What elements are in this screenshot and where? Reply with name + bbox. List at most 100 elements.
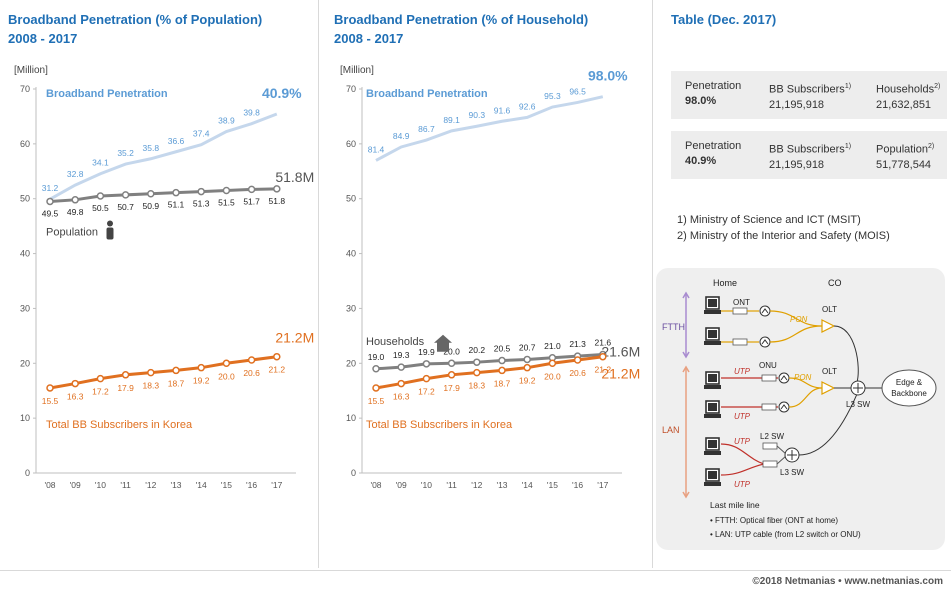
reference-data-label: 49.5 — [42, 208, 59, 218]
person-icon — [107, 220, 113, 227]
pc-icon — [703, 437, 722, 456]
penetration-data-label: 90.3 — [469, 110, 486, 120]
table-row2-col3-label: Population — [876, 143, 928, 156]
table-row1-col1-value: 98.0% — [685, 95, 717, 107]
subscribers-point — [121, 371, 130, 379]
y-tick-label: 20 — [346, 358, 356, 368]
y-tick-label: 10 — [346, 413, 356, 423]
penetration-data-label: 89.1 — [443, 115, 460, 125]
y-tick-label: 30 — [346, 303, 356, 313]
x-tick-label: '17 — [271, 480, 282, 490]
y-tick-label: 60 — [346, 139, 356, 149]
subscribers-data-label: 16.3 — [393, 392, 410, 402]
table-title: Table (Dec. 2017) — [671, 12, 777, 27]
subscribers-point — [447, 371, 456, 379]
reference-data-label: 19.0 — [368, 352, 385, 362]
subscribers-point — [247, 356, 256, 364]
table-row2-col1-label: Penetration — [685, 140, 742, 152]
diagram-ftth-label: FTTH — [662, 322, 685, 332]
penetration-line — [49, 112, 278, 201]
footer-text: ©2018 Netmanias • www.netmanias.com — [752, 576, 943, 587]
reference-line — [375, 353, 603, 371]
olt-icon — [821, 381, 836, 395]
network-diagram-svg: Home CO FTTH LAN ONT PON OLT ONU U — [662, 278, 937, 539]
subscribers-data-label: 19.2 — [519, 376, 536, 386]
reference-point — [273, 185, 281, 193]
reference-data-label: 51.8 — [269, 196, 286, 206]
table-row2-col3-sup: 2) — [928, 143, 935, 150]
ont-box — [732, 307, 748, 315]
reference-series-label: Population — [46, 226, 98, 238]
reference-data-label: 20.2 — [469, 345, 486, 355]
x-tick-label: '08 — [370, 480, 381, 490]
subscribers-final-label: 21.2M — [275, 330, 314, 346]
x-tick-label: '15 — [547, 480, 558, 490]
y-tick-label: 0 — [351, 468, 356, 478]
pc-icon — [703, 468, 722, 487]
reference-final-label: 21.6M — [601, 344, 640, 360]
backbone-line — [798, 325, 859, 456]
reference-point — [172, 188, 180, 197]
subscribers-point — [71, 379, 79, 388]
chart2-title-line1: Broadband Penetration (% of Household) — [334, 12, 589, 27]
subscribers-point — [273, 352, 281, 361]
reference-data-label: 21.6 — [595, 338, 612, 348]
penetration-final-label: 98.0% — [588, 68, 628, 84]
splitter-icon — [759, 305, 771, 317]
l2-switch-box — [762, 442, 778, 450]
reference-point — [222, 186, 231, 195]
chart-household-svg: [Million] 0 10 20 30 40 50 60 70 '08 '09 '10 '11 '12 '… — [340, 65, 640, 490]
person-icon-body — [106, 227, 114, 240]
pc-icon — [703, 296, 722, 315]
reference-point — [473, 358, 481, 366]
table-row1-col1-label: Penetration — [685, 80, 742, 92]
subscribers-final-label: 21.2M — [601, 366, 640, 382]
diagram-olt-label: OLT — [822, 305, 837, 314]
subscribers-data-label: 20.6 — [243, 368, 260, 378]
y-tick-label: 70 — [20, 84, 30, 94]
diagram-co-label: CO — [828, 278, 842, 288]
penetration-data-label: 35.2 — [117, 148, 134, 158]
table-row2-col1: Penetration 40.9% — [685, 139, 741, 169]
subscribers-data-label: 20.6 — [569, 368, 586, 378]
subscribers-data-label: 18.7 — [168, 378, 185, 388]
penetration-data-label: 31.2 — [42, 183, 59, 193]
chart1-title: Broadband Penetration (% of Population) … — [8, 10, 262, 48]
subscribers-point — [599, 352, 607, 361]
reference-data-label: 51.7 — [243, 196, 260, 206]
reference-point — [247, 185, 256, 194]
diagram-pon-label-2: PON — [794, 373, 812, 382]
x-tick-label: '09 — [396, 480, 407, 490]
x-tick-label: '17 — [597, 480, 608, 490]
table-notes: 1) Ministry of Science and ICT (MSIT) 2)… — [677, 212, 890, 244]
penetration-series-label: Broadband Penetration — [46, 88, 168, 100]
chart2-title: Broadband Penetration (% of Household) 2… — [334, 10, 588, 48]
diagram-pon-label: PON — [790, 315, 808, 324]
subscribers-data-label: 15.5 — [368, 396, 385, 406]
x-tick-label: '13 — [170, 480, 181, 490]
subscribers-point — [498, 366, 506, 375]
subscribers-series-label: Total BB Subscribers in Korea — [366, 419, 513, 431]
x-tick-label: '14 — [522, 480, 533, 490]
penetration-data-label: 39.8 — [243, 108, 260, 118]
table-row1-col1: Penetration 98.0% — [685, 79, 741, 109]
x-tick-label: '12 — [471, 480, 482, 490]
subscribers-series-label: Total BB Subscribers in Korea — [46, 419, 193, 431]
pc-icon — [703, 327, 722, 346]
reference-point — [397, 363, 405, 371]
splitter-icon — [759, 336, 771, 348]
table-row1-col2: BB Subscribers1) 21,195,918 — [769, 79, 851, 113]
penetration-data-label: 92.6 — [519, 101, 536, 111]
pc-icon — [703, 400, 722, 419]
diagram-ont-label: ONT — [733, 298, 750, 307]
subscribers-point — [523, 363, 531, 372]
subscribers-point — [397, 379, 405, 388]
table-row1-col3-value: 21,632,851 — [876, 98, 932, 111]
penetration-data-label: 35.8 — [143, 143, 160, 153]
table-row1-col3: Households2) 21,632,851 — [876, 79, 940, 113]
reference-data-label: 51.3 — [193, 199, 210, 209]
table-row2-col1-value: 40.9% — [685, 155, 717, 167]
y-tick-label: 0 — [25, 468, 30, 478]
subscribers-point — [372, 384, 380, 392]
x-tick-label: '08 — [44, 480, 55, 490]
